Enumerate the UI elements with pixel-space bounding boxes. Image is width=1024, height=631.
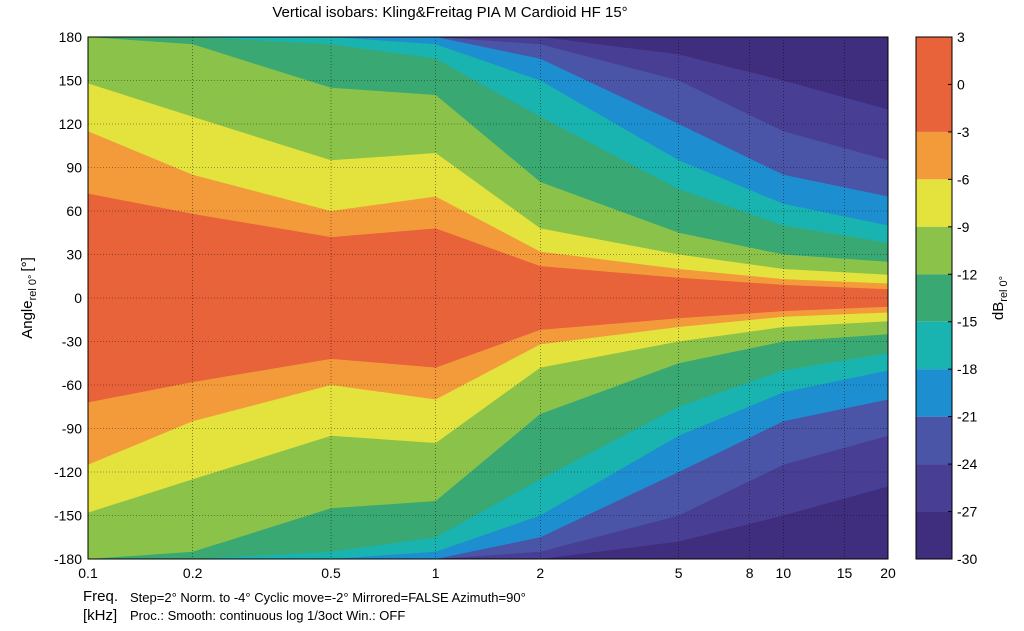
y-tick-label: 60 (66, 203, 82, 219)
x-tick-label: 20 (880, 565, 896, 581)
y-axis-label: Anglerel 0° [°] (19, 257, 39, 339)
colorbar-tick-label: -9 (957, 219, 970, 235)
footer-settings-line: Step=2° Norm. to -4° Cyclic move=-2° Mir… (130, 590, 526, 605)
x-tick-label: 0.2 (183, 565, 203, 581)
x-tick-label: 2 (536, 565, 544, 581)
colorbar-label: dBrel 0° (990, 276, 1010, 320)
y-tick-label: -120 (54, 464, 82, 480)
y-tick-label: 150 (59, 73, 83, 89)
x-tick-label: 0.1 (78, 565, 98, 581)
colorbar-tick-label: 3 (957, 29, 965, 45)
y-tick-label: 120 (59, 116, 83, 132)
x-axis-label: Freq. (83, 588, 119, 605)
plot-frame (87, 36, 889, 560)
x-tick-label: 5 (675, 565, 683, 581)
colorbar-swatch (916, 321, 952, 370)
colorbar-frame (915, 36, 953, 560)
colorbar-swatch (916, 274, 952, 322)
x-axis-ticks: 0.1 0.2 0.5 1 2 5 8 10 15 20 (78, 565, 896, 581)
colorbar-swatch (916, 131, 952, 180)
y-tick-label: 30 (66, 247, 82, 263)
colorbar-tick-label: -18 (957, 361, 977, 377)
colorbar-tick-label: -15 (957, 314, 977, 330)
x-tick-label: 0.5 (321, 565, 341, 581)
colorbar-swatch (916, 226, 952, 275)
colorbar-tick-label: -3 (957, 124, 970, 140)
colorbar-tick-label: -6 (957, 171, 970, 187)
colorbar-swatch (916, 37, 952, 132)
colorbar-tick-label: 0 (957, 76, 965, 92)
y-tick-label: -60 (62, 377, 82, 393)
y-axis-label-unit: [°] (19, 257, 36, 271)
x-axis-unit-label: [kHz] (83, 607, 118, 624)
colorbar-swatch (916, 369, 952, 417)
y-axis-label-sub: rel 0° (27, 275, 39, 301)
y-tick-label: -150 (54, 508, 82, 524)
colorbar-tick-label: -24 (957, 456, 977, 472)
y-tick-label: -90 (62, 421, 82, 437)
y-tick-label: -30 (62, 334, 82, 350)
y-axis-label-main: Angle (19, 300, 36, 338)
x-tick-label: 8 (746, 565, 754, 581)
colorbar-tick-label: -12 (957, 266, 977, 282)
colorbar: 3 0 -3 -6 -9 -12 -15 -18 -21 -24 -27 -30 (915, 29, 977, 567)
y-tick-label: -180 (54, 551, 82, 567)
colorbar-tick-label: -21 (957, 409, 977, 425)
y-tick-label: 180 (59, 29, 83, 45)
chart-title: Vertical isobars: Kling&Freitag PIA M Ca… (272, 4, 627, 21)
colorbar-label-sub: rel 0° (998, 276, 1010, 302)
x-tick-label: 15 (837, 565, 853, 581)
colorbar-swatch (916, 511, 952, 559)
y-tick-label: 0 (74, 290, 82, 306)
footer-processing-line: Proc.: Smooth: continuous log 1/3oct Win… (130, 608, 406, 623)
grid-lines (87, 36, 889, 560)
colorbar-swatch (916, 464, 952, 512)
y-tick-label: 90 (66, 160, 82, 176)
colorbar-tick-label: -30 (957, 551, 977, 567)
x-tick-label: 1 (432, 565, 440, 581)
x-tick-label: 10 (776, 565, 792, 581)
colorbar-label-main: dB (990, 302, 1007, 320)
colorbar-swatch (916, 416, 952, 465)
colorbar-swatch (916, 179, 952, 227)
colorbar-tick-label: -27 (957, 504, 977, 520)
y-axis-ticks: 180 150 120 90 60 30 0 -30 -60 -90 -120 -150 -180 (54, 29, 82, 567)
